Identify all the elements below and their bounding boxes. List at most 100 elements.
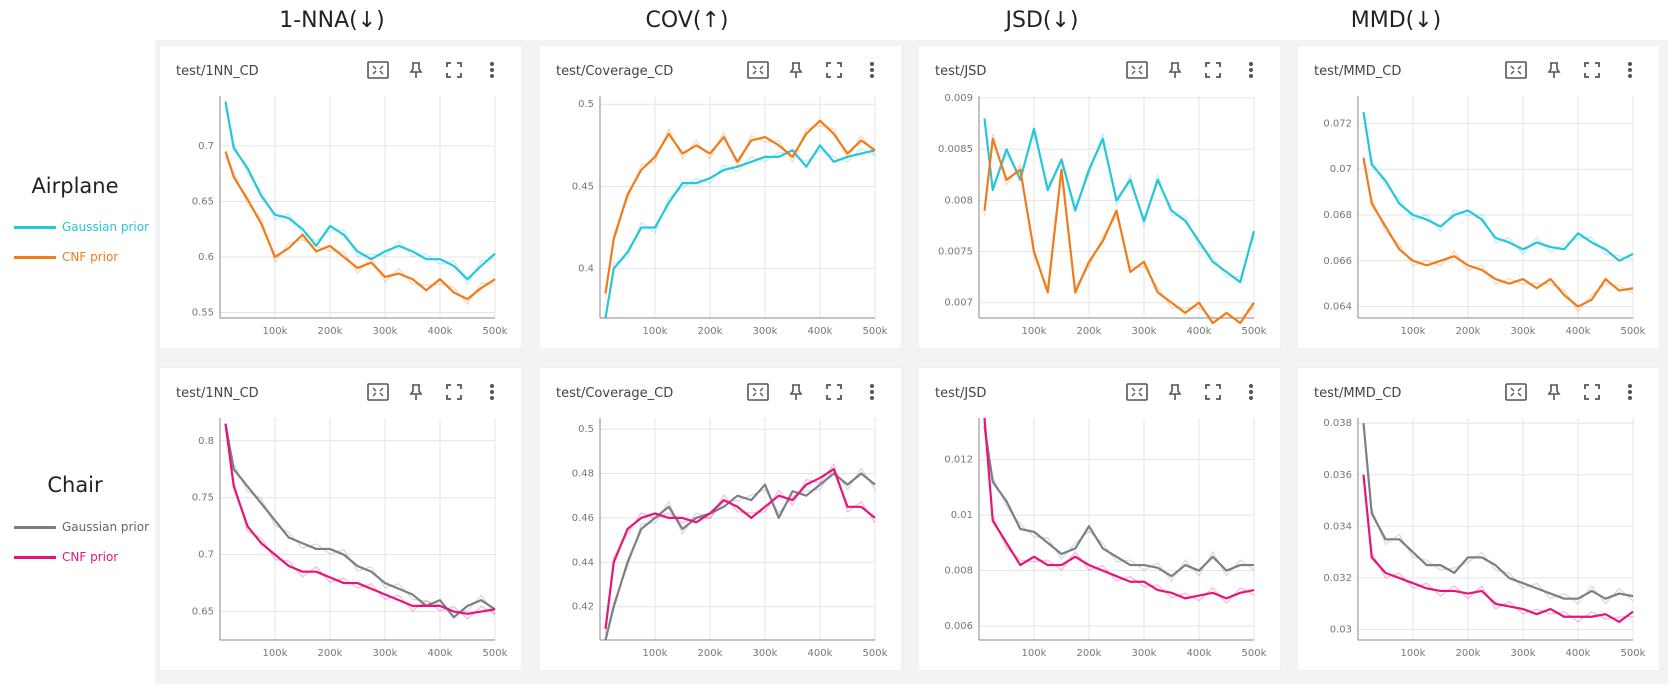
- x-tick-label: 300k: [1511, 326, 1536, 337]
- fit-domain-icon[interactable]: [1118, 380, 1156, 404]
- y-tick-label: 0.036: [1323, 470, 1352, 481]
- legend-label: CNF prior: [62, 550, 119, 564]
- x-tick-label: 300k: [1132, 326, 1157, 337]
- legend-airplane: Gaussian prior CNF prior: [14, 212, 149, 272]
- y-tick-label: 0.0085: [938, 144, 973, 155]
- column-title-jsd: JSD(↓): [1005, 8, 1079, 33]
- more-vert-icon[interactable]: [1611, 58, 1649, 82]
- legend-chair: Gaussian prior CNF prior: [14, 512, 149, 572]
- series-line-cnf-prior: [604, 467, 876, 630]
- chart-card: test/1NN_CD 100k 200k 300k 400k 500k 0.65 0.7 0.…: [160, 368, 521, 670]
- plot-area: 100k 200k 300k 400k 500k 0.4 0.45 0.5: [572, 96, 888, 337]
- x-tick-label: 100k: [263, 326, 288, 337]
- more-vert-icon[interactable]: [1232, 58, 1270, 82]
- series-raw-line: [1362, 428, 1634, 605]
- card-toolbar: [1118, 380, 1270, 404]
- chart-tag: test/1NN_CD: [176, 64, 259, 79]
- x-tick-label: 300k: [373, 326, 398, 337]
- x-tick-label: 200k: [1456, 326, 1481, 337]
- x-tick-label: 400k: [1566, 648, 1591, 659]
- x-tick-label: 400k: [1566, 326, 1591, 337]
- y-tick-label: 0.068: [1323, 210, 1352, 221]
- fullscreen-icon[interactable]: [1194, 380, 1232, 404]
- y-tick-label: 0.65: [192, 196, 214, 207]
- chart-tag: test/1NN_CD: [176, 386, 259, 401]
- x-tick-label: 200k: [1456, 648, 1481, 659]
- more-vert-icon[interactable]: [1611, 380, 1649, 404]
- series-raw-line: [224, 428, 496, 620]
- series-line-cnf-prior: [983, 137, 1255, 325]
- more-vert-icon[interactable]: [473, 58, 511, 82]
- y-tick-label: 0.5: [578, 424, 594, 435]
- y-tick-label: 0.07: [1330, 164, 1352, 175]
- pin-icon[interactable]: [397, 58, 435, 82]
- x-tick-label: 500k: [863, 648, 888, 659]
- pin-icon[interactable]: [777, 58, 815, 82]
- fit-domain-icon[interactable]: [1118, 58, 1156, 82]
- x-tick-label: 500k: [1242, 326, 1267, 337]
- more-vert-icon[interactable]: [853, 58, 891, 82]
- fullscreen-icon[interactable]: [815, 380, 853, 404]
- series-line-cnf-prior: [1362, 157, 1634, 308]
- y-tick-label: 0.7: [198, 550, 214, 561]
- chart-card: test/1NN_CD 100k 200k 300k 400k 500k 0.55 0.6 0.…: [160, 46, 521, 348]
- x-tick-label: 400k: [808, 648, 833, 659]
- x-tick-label: 400k: [428, 326, 453, 337]
- legend-swatch: [14, 525, 56, 529]
- pin-icon[interactable]: [777, 380, 815, 404]
- plot-area: 100k 200k 300k 400k 500k 0.006 0.008 0.01 0.012: [944, 417, 1267, 659]
- x-tick-label: 200k: [318, 326, 343, 337]
- y-tick-label: 0.5: [578, 99, 594, 110]
- x-tick-label: 300k: [373, 648, 398, 659]
- more-vert-icon[interactable]: [1232, 380, 1270, 404]
- x-tick-label: 200k: [698, 326, 723, 337]
- fit-domain-icon[interactable]: [359, 58, 397, 82]
- y-tick-label: 0.55: [192, 307, 214, 318]
- y-tick-label: 0.0075: [938, 247, 973, 258]
- card-toolbar: [739, 58, 891, 82]
- x-tick-label: 300k: [753, 648, 778, 659]
- fullscreen-icon[interactable]: [1573, 58, 1611, 82]
- series-line-gaussian-prior: [224, 101, 496, 281]
- plot-area: 100k 200k 300k 400k 500k 0.42 0.44 0.46 0.48 0.5: [572, 418, 888, 659]
- legend-swatch: [14, 255, 56, 259]
- series-raw-line: [604, 125, 876, 299]
- fit-domain-icon[interactable]: [1497, 58, 1535, 82]
- series-raw-line: [604, 467, 876, 641]
- series-line-gaussian-prior: [224, 423, 496, 619]
- fit-domain-icon[interactable]: [1497, 380, 1535, 404]
- series-raw-line: [1362, 162, 1634, 313]
- y-tick-label: 0.4: [578, 264, 594, 275]
- pin-icon[interactable]: [1156, 58, 1194, 82]
- fullscreen-icon[interactable]: [435, 380, 473, 404]
- pin-icon[interactable]: [1156, 380, 1194, 404]
- fullscreen-icon[interactable]: [815, 58, 853, 82]
- x-tick-label: 100k: [1022, 648, 1047, 659]
- chart-card: test/JSD 100k 200k 300k 400k 500k 0.007 0.0075 0…: [919, 46, 1280, 348]
- fullscreen-icon[interactable]: [1194, 58, 1232, 82]
- fullscreen-icon[interactable]: [435, 58, 473, 82]
- series-line-cnf-prior: [224, 151, 496, 301]
- series-raw-line: [604, 147, 876, 319]
- y-tick-label: 0.01: [951, 510, 973, 521]
- fullscreen-icon[interactable]: [1573, 380, 1611, 404]
- card-toolbar: [359, 58, 511, 82]
- pin-icon[interactable]: [1535, 380, 1573, 404]
- legend-swatch: [14, 555, 56, 559]
- pin-icon[interactable]: [397, 380, 435, 404]
- x-tick-label: 500k: [483, 326, 508, 337]
- y-tick-label: 0.7: [198, 141, 214, 152]
- fit-domain-icon[interactable]: [359, 380, 397, 404]
- y-tick-label: 0.65: [192, 607, 214, 618]
- x-tick-label: 500k: [1242, 648, 1267, 659]
- series-line-gaussian-prior: [983, 118, 1256, 284]
- more-vert-icon[interactable]: [853, 380, 891, 404]
- y-tick-label: 0.6: [198, 252, 214, 263]
- fit-domain-icon[interactable]: [739, 380, 777, 404]
- y-tick-label: 0.03: [1330, 625, 1352, 636]
- x-tick-label: 100k: [643, 648, 668, 659]
- pin-icon[interactable]: [1535, 58, 1573, 82]
- fit-domain-icon[interactable]: [739, 58, 777, 82]
- more-vert-icon[interactable]: [473, 380, 511, 404]
- chart-tag: test/MMD_CD: [1314, 64, 1402, 79]
